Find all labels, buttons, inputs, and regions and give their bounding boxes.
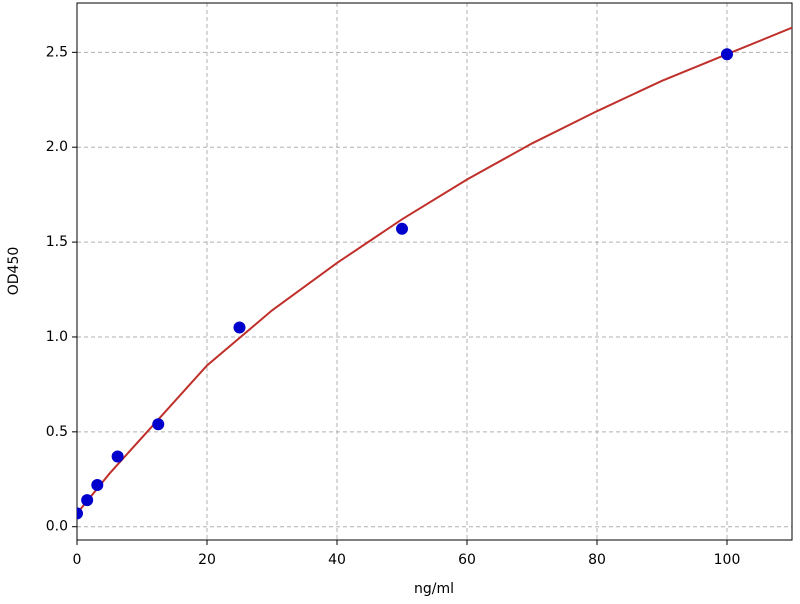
x-tick-label: 80 [588, 552, 606, 568]
y-tick-label: 2.5 [46, 44, 68, 60]
x-tick-label: 100 [714, 552, 741, 568]
y-axis-label: OD450 [6, 247, 22, 296]
data-point [81, 494, 94, 507]
x-tick-label: 0 [73, 552, 82, 568]
y-tick-label: 1.0 [46, 329, 68, 345]
data-point [396, 222, 408, 235]
data-point [111, 450, 124, 463]
data-point [77, 507, 83, 520]
data-point [152, 418, 165, 431]
x-tick-label: 20 [198, 552, 216, 568]
y-tick-label: 2.0 [46, 139, 68, 155]
y-tick-label: 1.5 [46, 234, 68, 250]
data-point [721, 48, 733, 61]
data-point [233, 321, 246, 334]
data-point [91, 478, 104, 491]
x-axis-label: ng/ml [414, 581, 454, 597]
plot-frame [76, 2, 793, 541]
y-tick-label: 0.0 [46, 519, 68, 535]
y-tick-label: 0.5 [46, 424, 68, 440]
fit-curve [77, 26, 792, 515]
x-tick-label: 40 [328, 552, 346, 568]
x-tick-label: 60 [458, 552, 476, 568]
